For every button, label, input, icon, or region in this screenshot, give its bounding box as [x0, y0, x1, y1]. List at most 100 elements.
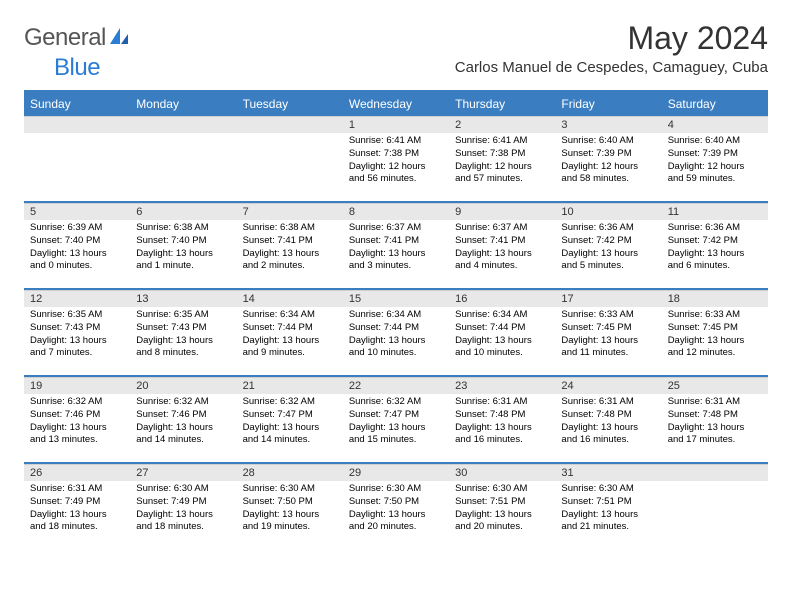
day-number: 8: [343, 203, 449, 220]
day-details: Sunrise: 6:30 AMSunset: 7:50 PMDaylight:…: [343, 481, 449, 538]
calendar-empty-cell: [662, 464, 768, 550]
day-number: 9: [449, 203, 555, 220]
calendar-day-cell: 12Sunrise: 6:35 AMSunset: 7:43 PMDayligh…: [24, 290, 130, 376]
day-details: Sunrise: 6:31 AMSunset: 7:48 PMDaylight:…: [449, 394, 555, 451]
day-details: Sunrise: 6:33 AMSunset: 7:45 PMDaylight:…: [555, 307, 661, 364]
calendar-day-cell: 25Sunrise: 6:31 AMSunset: 7:48 PMDayligh…: [662, 377, 768, 463]
day-number: 11: [662, 203, 768, 220]
day-details: Sunrise: 6:35 AMSunset: 7:43 PMDaylight:…: [130, 307, 236, 364]
calendar-day-cell: 15Sunrise: 6:34 AMSunset: 7:44 PMDayligh…: [343, 290, 449, 376]
calendar-day-cell: 24Sunrise: 6:31 AMSunset: 7:48 PMDayligh…: [555, 377, 661, 463]
calendar-day-cell: 13Sunrise: 6:35 AMSunset: 7:43 PMDayligh…: [130, 290, 236, 376]
day-details: [662, 481, 768, 487]
day-details: Sunrise: 6:38 AMSunset: 7:41 PMDaylight:…: [237, 220, 343, 277]
day-details: Sunrise: 6:36 AMSunset: 7:42 PMDaylight:…: [662, 220, 768, 277]
calendar-day-cell: 6Sunrise: 6:38 AMSunset: 7:40 PMDaylight…: [130, 203, 236, 289]
day-details: [237, 133, 343, 139]
day-number: [237, 116, 343, 133]
month-title: May 2024: [455, 20, 768, 57]
calendar-day-cell: 26Sunrise: 6:31 AMSunset: 7:49 PMDayligh…: [24, 464, 130, 550]
weekday-header: Saturday: [662, 92, 768, 116]
calendar-day-cell: 2Sunrise: 6:41 AMSunset: 7:38 PMDaylight…: [449, 116, 555, 202]
day-number: 1: [343, 116, 449, 133]
day-number: 15: [343, 290, 449, 307]
calendar-day-cell: 30Sunrise: 6:30 AMSunset: 7:51 PMDayligh…: [449, 464, 555, 550]
calendar-week-row: 19Sunrise: 6:32 AMSunset: 7:46 PMDayligh…: [24, 377, 768, 463]
day-number: 23: [449, 377, 555, 394]
day-number: 10: [555, 203, 661, 220]
day-details: Sunrise: 6:30 AMSunset: 7:51 PMDaylight:…: [449, 481, 555, 538]
weekday-header: Friday: [555, 92, 661, 116]
calendar-day-cell: 23Sunrise: 6:31 AMSunset: 7:48 PMDayligh…: [449, 377, 555, 463]
calendar-day-cell: 7Sunrise: 6:38 AMSunset: 7:41 PMDaylight…: [237, 203, 343, 289]
day-details: Sunrise: 6:33 AMSunset: 7:45 PMDaylight:…: [662, 307, 768, 364]
calendar-day-cell: 28Sunrise: 6:30 AMSunset: 7:50 PMDayligh…: [237, 464, 343, 550]
day-details: Sunrise: 6:34 AMSunset: 7:44 PMDaylight:…: [237, 307, 343, 364]
day-details: Sunrise: 6:41 AMSunset: 7:38 PMDaylight:…: [449, 133, 555, 190]
day-details: Sunrise: 6:32 AMSunset: 7:47 PMDaylight:…: [237, 394, 343, 451]
day-number: 17: [555, 290, 661, 307]
day-details: Sunrise: 6:30 AMSunset: 7:49 PMDaylight:…: [130, 481, 236, 538]
calendar-day-cell: 8Sunrise: 6:37 AMSunset: 7:41 PMDaylight…: [343, 203, 449, 289]
calendar-day-cell: 22Sunrise: 6:32 AMSunset: 7:47 PMDayligh…: [343, 377, 449, 463]
day-details: Sunrise: 6:30 AMSunset: 7:51 PMDaylight:…: [555, 481, 661, 538]
day-number: 19: [24, 377, 130, 394]
day-details: Sunrise: 6:38 AMSunset: 7:40 PMDaylight:…: [130, 220, 236, 277]
day-details: Sunrise: 6:39 AMSunset: 7:40 PMDaylight:…: [24, 220, 130, 277]
calendar-day-cell: 11Sunrise: 6:36 AMSunset: 7:42 PMDayligh…: [662, 203, 768, 289]
day-number: 31: [555, 464, 661, 481]
calendar-day-cell: 14Sunrise: 6:34 AMSunset: 7:44 PMDayligh…: [237, 290, 343, 376]
day-details: Sunrise: 6:32 AMSunset: 7:47 PMDaylight:…: [343, 394, 449, 451]
day-number: [130, 116, 236, 133]
day-number: 2: [449, 116, 555, 133]
calendar-day-cell: 16Sunrise: 6:34 AMSunset: 7:44 PMDayligh…: [449, 290, 555, 376]
day-details: Sunrise: 6:37 AMSunset: 7:41 PMDaylight:…: [449, 220, 555, 277]
day-number: 6: [130, 203, 236, 220]
calendar-day-cell: 1Sunrise: 6:41 AMSunset: 7:38 PMDaylight…: [343, 116, 449, 202]
day-details: Sunrise: 6:37 AMSunset: 7:41 PMDaylight:…: [343, 220, 449, 277]
day-details: Sunrise: 6:41 AMSunset: 7:38 PMDaylight:…: [343, 133, 449, 190]
day-number: 3: [555, 116, 661, 133]
calendar-day-cell: 18Sunrise: 6:33 AMSunset: 7:45 PMDayligh…: [662, 290, 768, 376]
day-number: 27: [130, 464, 236, 481]
day-number: 24: [555, 377, 661, 394]
day-number: 7: [237, 203, 343, 220]
calendar-day-cell: 17Sunrise: 6:33 AMSunset: 7:45 PMDayligh…: [555, 290, 661, 376]
day-number: 22: [343, 377, 449, 394]
day-details: Sunrise: 6:34 AMSunset: 7:44 PMDaylight:…: [449, 307, 555, 364]
calendar-day-cell: 5Sunrise: 6:39 AMSunset: 7:40 PMDaylight…: [24, 203, 130, 289]
calendar-header-row: SundayMondayTuesdayWednesdayThursdayFrid…: [24, 92, 768, 116]
day-number: 4: [662, 116, 768, 133]
calendar-day-cell: 31Sunrise: 6:30 AMSunset: 7:51 PMDayligh…: [555, 464, 661, 550]
day-number: 30: [449, 464, 555, 481]
logo-text-general: General: [24, 24, 106, 52]
day-details: Sunrise: 6:31 AMSunset: 7:48 PMDaylight:…: [555, 394, 661, 451]
weekday-header: Wednesday: [343, 92, 449, 116]
day-details: Sunrise: 6:32 AMSunset: 7:46 PMDaylight:…: [24, 394, 130, 451]
calendar-week-row: 12Sunrise: 6:35 AMSunset: 7:43 PMDayligh…: [24, 290, 768, 376]
day-number: [662, 464, 768, 481]
day-number: 20: [130, 377, 236, 394]
weekday-header: Sunday: [24, 92, 130, 116]
sail-icon: [108, 26, 130, 51]
day-number: 14: [237, 290, 343, 307]
calendar-week-row: 1Sunrise: 6:41 AMSunset: 7:38 PMDaylight…: [24, 116, 768, 202]
day-number: 5: [24, 203, 130, 220]
day-number: 25: [662, 377, 768, 394]
day-details: Sunrise: 6:40 AMSunset: 7:39 PMDaylight:…: [662, 133, 768, 190]
day-number: 13: [130, 290, 236, 307]
day-details: Sunrise: 6:31 AMSunset: 7:49 PMDaylight:…: [24, 481, 130, 538]
day-details: Sunrise: 6:31 AMSunset: 7:48 PMDaylight:…: [662, 394, 768, 451]
day-number: 21: [237, 377, 343, 394]
day-number: 18: [662, 290, 768, 307]
weekday-header: Tuesday: [237, 92, 343, 116]
calendar-day-cell: 19Sunrise: 6:32 AMSunset: 7:46 PMDayligh…: [24, 377, 130, 463]
day-details: Sunrise: 6:32 AMSunset: 7:46 PMDaylight:…: [130, 394, 236, 451]
calendar-week-row: 5Sunrise: 6:39 AMSunset: 7:40 PMDaylight…: [24, 203, 768, 289]
calendar-day-cell: 27Sunrise: 6:30 AMSunset: 7:49 PMDayligh…: [130, 464, 236, 550]
day-details: [130, 133, 236, 139]
weekday-header: Thursday: [449, 92, 555, 116]
day-details: [24, 133, 130, 139]
day-details: Sunrise: 6:36 AMSunset: 7:42 PMDaylight:…: [555, 220, 661, 277]
day-details: Sunrise: 6:34 AMSunset: 7:44 PMDaylight:…: [343, 307, 449, 364]
